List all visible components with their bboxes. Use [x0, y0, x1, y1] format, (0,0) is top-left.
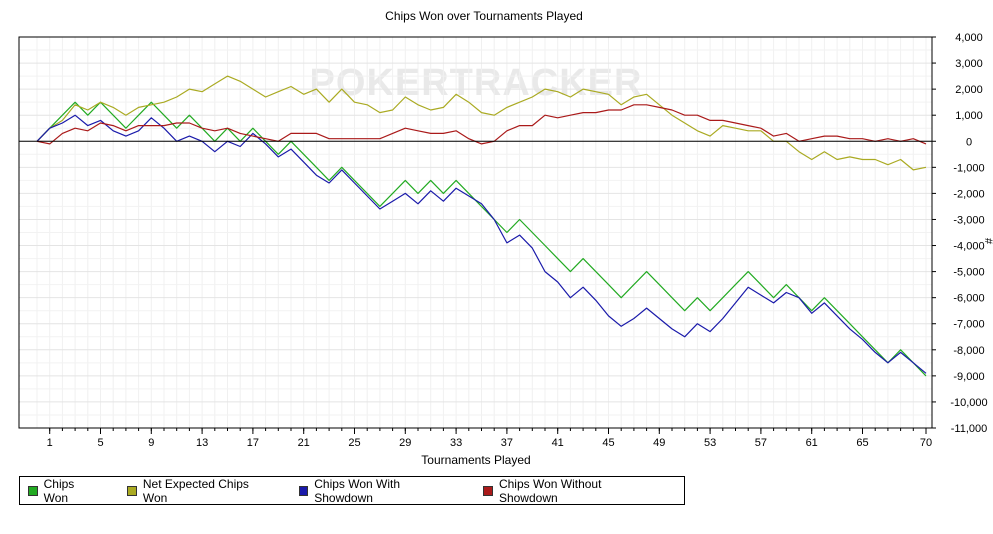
x-tick-label: 41	[552, 437, 564, 449]
y-tick-label: -8,000	[953, 345, 984, 357]
plot-frame	[18, 36, 933, 429]
legend-item-net-expected-chips-won: Net Expected Chips Won	[127, 477, 270, 505]
y-tick-label: 1,000	[955, 110, 983, 122]
x-tick-label: 29	[399, 437, 411, 449]
x-tick-label: 49	[653, 437, 665, 449]
x-tick-label: 25	[348, 437, 360, 449]
y-tick-label: 3,000	[955, 58, 983, 70]
series-line-chips-won-with-showdown	[36, 114, 927, 374]
x-tick-label: 37	[501, 437, 513, 449]
legend: Chips Won Net Expected Chips Won Chips Won…	[19, 476, 685, 505]
y-tick-label: -3,000	[953, 214, 984, 226]
legend-label: Net Expected Chips Won	[142, 476, 249, 505]
x-tick-label: 53	[704, 437, 716, 449]
y-tick-label: 4,000	[955, 32, 983, 44]
legend-swatch	[127, 485, 137, 496]
y-axis-unit-mark: #	[982, 238, 993, 245]
y-tick-label: -1,000	[953, 162, 984, 174]
legend-swatch	[298, 485, 309, 496]
legend-swatch	[28, 485, 38, 496]
x-tick-label: 9	[148, 437, 154, 449]
y-tick-label: -4,000	[953, 241, 984, 253]
x-tick-label: 33	[450, 437, 462, 449]
series-line-chips-won	[36, 101, 927, 377]
x-tick-label: 5	[97, 437, 103, 449]
y-tick-label: -7,000	[953, 319, 984, 331]
y-tick-label: -10,000	[950, 397, 987, 409]
x-tick-label: 70	[920, 437, 932, 449]
y-tick-label: -11,000	[951, 423, 988, 435]
axes: 4,000 3,000 2,000 1,000 0 -1,000 -2,000 -3,000 -…	[18, 32, 988, 449]
y-tick-label: -6,000	[953, 293, 984, 305]
x-axis-label: Tournaments Played	[421, 453, 530, 467]
series-line-chips-won-without-showdown	[36, 104, 927, 145]
x-tick-label: 1	[47, 437, 53, 449]
x-tick-label: 17	[247, 437, 259, 449]
legend-label: Chips Won With Showdown	[314, 476, 401, 505]
y-tick-label: 2,000	[955, 84, 983, 96]
x-tick-label: 45	[602, 437, 614, 449]
x-tick-label: 21	[298, 437, 310, 449]
y-tick-label: -9,000	[953, 371, 984, 383]
y-tick-label: 0	[966, 136, 972, 148]
x-tick-label: 65	[856, 437, 868, 449]
legend-item-chips-won-with-showdown: Chips Won With Showdown	[298, 476, 456, 505]
legend-swatch	[483, 485, 493, 496]
x-tick-label: 13	[196, 437, 208, 449]
x-tick-label: 57	[755, 437, 767, 449]
watermark-logo: POKERTRACKER	[310, 62, 643, 104]
legend-item-chips-won-without-showdown: Chips Won Without Showdown	[483, 477, 656, 505]
legend-item-chips-won: Chips Won	[28, 477, 99, 505]
y-tick-label: -5,000	[953, 267, 984, 279]
chart-title: Chips Won over Tournaments Played	[385, 9, 583, 23]
x-tick-label: 61	[806, 437, 818, 449]
legend-label: Chips Won Without Showdown	[498, 476, 602, 505]
grid-lines	[19, 36, 932, 429]
legend-label: Chips Won	[43, 476, 75, 505]
y-tick-label: -2,000	[953, 188, 984, 200]
